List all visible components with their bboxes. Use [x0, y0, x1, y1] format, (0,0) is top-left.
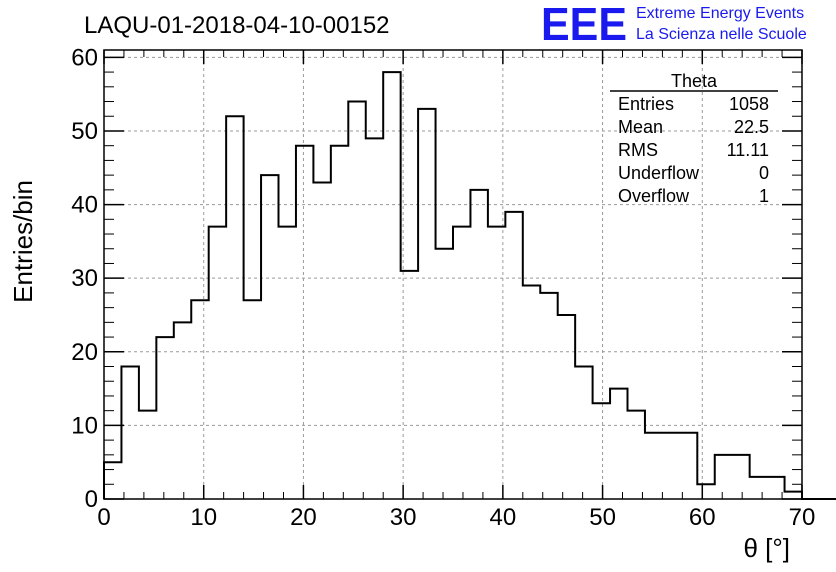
x-tick-label: 50 — [589, 504, 616, 531]
stats-mean-value: 22.5 — [734, 117, 769, 137]
y-tick-label: 50 — [71, 118, 98, 145]
y-axis-title: Entries/bin — [8, 180, 38, 303]
stats-rms-value: 11.11 — [727, 140, 769, 160]
x-tick-label: 40 — [490, 504, 517, 531]
y-tick-label: 0 — [85, 486, 98, 513]
stats-mean-label: Mean — [618, 117, 663, 137]
logo-line-2: La Scienza nelle Scuole — [636, 26, 807, 43]
stats-entries-label: Entries — [618, 94, 674, 114]
y-tick-label: 20 — [71, 339, 98, 366]
x-tick-label: 0 — [97, 504, 110, 531]
stats-box: Theta Entries 1058 Mean 22.5 RMS 11.11 U… — [610, 71, 778, 206]
axis-ticks — [103, 50, 803, 500]
logo-mark: EEE — [541, 0, 627, 50]
chart-title: LAQU-01-2018-04-10-00152 — [84, 12, 390, 39]
grid-lines — [104, 50, 802, 499]
plot-frame — [103, 49, 803, 500]
stats-overflow-label: Overflow — [618, 186, 690, 206]
x-tick-label: 20 — [290, 504, 317, 531]
logo-line-1: Extreme Energy Events — [636, 5, 804, 22]
x-tick-label: 10 — [190, 504, 217, 531]
stats-entries-value: 1058 — [729, 94, 769, 114]
y-tick-label: 60 — [71, 44, 98, 71]
y-tick-label: 30 — [71, 265, 98, 292]
stats-underflow-label: Underflow — [618, 163, 700, 183]
stats-box-title: Theta — [671, 71, 718, 91]
stats-rms-label: RMS — [618, 140, 658, 160]
histogram-series — [103, 71, 836, 500]
stats-overflow-value: 1 — [759, 186, 769, 206]
x-tick-label: 30 — [390, 504, 417, 531]
x-tick-label: 70 — [789, 504, 816, 531]
x-axis-title: θ [°] — [743, 533, 790, 563]
y-tick-label: 10 — [71, 412, 98, 439]
y-tick-label: 40 — [71, 192, 98, 219]
x-tick-label: 60 — [689, 504, 716, 531]
eee-logo: EEE Extreme Energy Events La Scienza nel… — [541, 0, 807, 50]
stats-underflow-value: 0 — [759, 163, 769, 183]
